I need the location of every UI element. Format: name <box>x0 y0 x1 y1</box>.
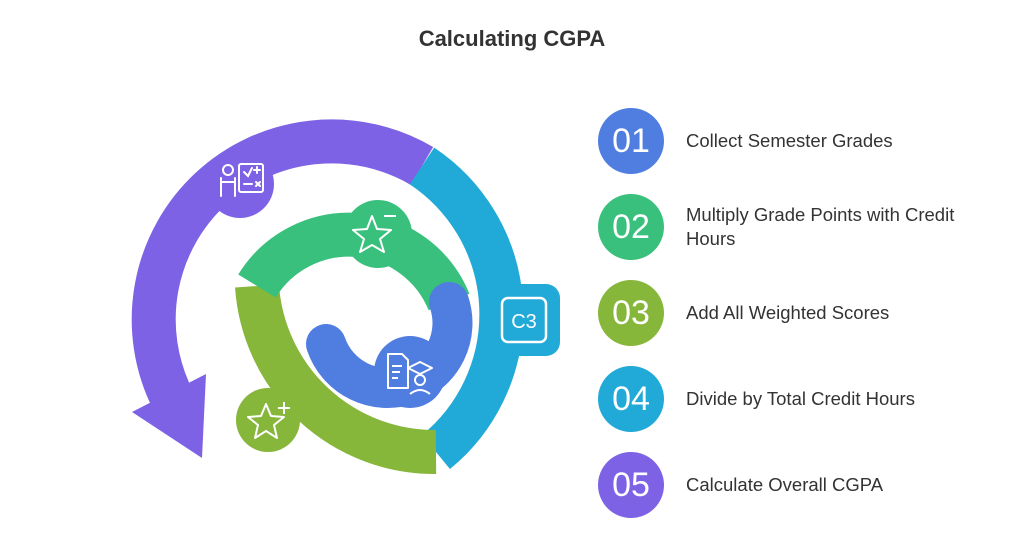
teacher-math-board-icon <box>220 163 264 197</box>
cgpa-spiral-diagram: C3 <box>131 119 560 475</box>
c3-badge-text: C3 <box>511 311 537 333</box>
step-3: 03 Add All Weighted Scores <box>598 280 1008 366</box>
step-5-label: Calculate Overall CGPA <box>686 474 884 495</box>
step-1: 01 Collect Semester Grades <box>598 108 1008 194</box>
star-minus-icon-circle <box>344 200 412 268</box>
star-minus-icon <box>352 215 396 253</box>
c3-badge-bg <box>488 284 560 356</box>
graduate-document-icon <box>387 353 433 395</box>
graduate-icon-circle <box>374 336 446 408</box>
step-1-label: Collect Semester Grades <box>686 130 893 151</box>
star-plus-icon-circle <box>236 388 300 452</box>
page-title: Calculating CGPA <box>418 26 606 51</box>
step-2: 02 Multiply Grade Points with Credit Hou… <box>598 194 1008 280</box>
c3-square-icon <box>500 296 548 344</box>
step-4-label: Divide by Total Credit Hours <box>686 388 915 409</box>
star-plus-icon <box>247 402 290 439</box>
step-5-number: 05 <box>598 452 664 518</box>
steps-list: 01 Collect Semester Grades 02 Multiply G… <box>598 108 1008 538</box>
step-3-label: Add All Weighted Scores <box>686 302 890 323</box>
outer-olive-arc <box>235 284 437 475</box>
step-2-label: Multiply Grade Points with Credit Hours <box>686 204 955 249</box>
step-4-number: 04 <box>598 366 664 432</box>
step-5: 05 Calculate Overall CGPA <box>598 452 1008 538</box>
arrow-head <box>132 374 206 458</box>
step-3-number: 03 <box>598 280 664 346</box>
step-2-number: 02 <box>598 194 664 260</box>
step-1-number: 01 <box>598 108 664 174</box>
step-4: 04 Divide by Total Credit Hours <box>598 366 1008 452</box>
